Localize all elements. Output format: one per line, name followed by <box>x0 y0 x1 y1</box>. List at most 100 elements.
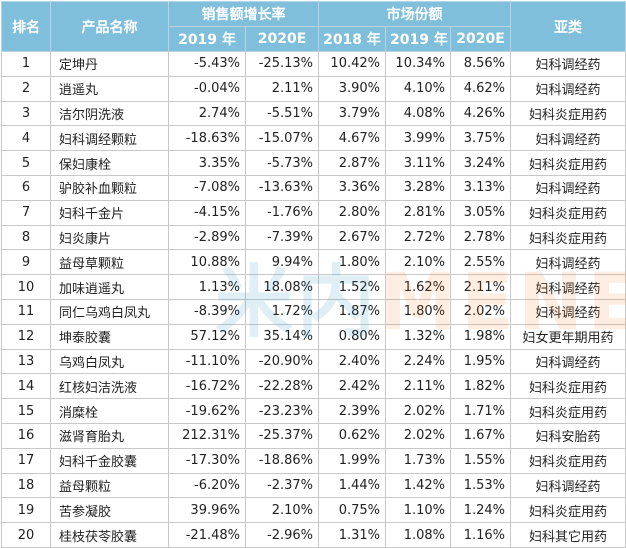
cell-share-2019: 4.10% <box>385 75 451 102</box>
cell-growth-2020e: 1.72% <box>245 298 319 325</box>
cell-share-2020e: 3.13% <box>449 174 512 201</box>
header-share-2018: 2018 年 <box>318 26 386 52</box>
cell-rank: 10 <box>1 274 51 300</box>
cell-growth-2019: 3.35% <box>168 150 246 176</box>
table-row: 17 妇科千金胶囊 -17.30% -18.86% 1.99% 1.73% 1.55% 妇科炎… <box>1 447 626 474</box>
cell-share-2018: 2.87% <box>318 150 386 176</box>
cell-growth-2020e: -5.73% <box>245 150 319 176</box>
table-row: 1 定坤丹 -5.43% -25.13% 10.42% 10.34% 8.56% 妇科调经药 <box>1 51 626 77</box>
cell-share-2020e: 2.55% <box>449 249 512 276</box>
header-share-group: 市场份额 <box>317 1 512 27</box>
cell-share-2019: 2.02% <box>385 422 451 449</box>
cell-growth-2020e: -7.39% <box>245 224 319 251</box>
cell-category: 妇科炎症用药 <box>510 100 626 127</box>
cell-share-2019: 2.72% <box>385 224 451 251</box>
cell-share-2019: 3.99% <box>385 125 451 152</box>
cell-rank: 4 <box>1 125 51 152</box>
cell-growth-2020e: 9.94% <box>245 249 319 276</box>
header-share-2020e: 2020E <box>449 26 512 52</box>
cell-growth-2019: -16.72% <box>168 373 246 400</box>
table-row: 20 桂枝茯苓胶囊 -21.48% -2.96% 1.31% 1.08% 1.16% 妇科其它… <box>1 522 626 548</box>
cell-category: 妇科调经药 <box>510 249 626 276</box>
cell-growth-2019: -4.15% <box>168 199 246 226</box>
cell-growth-2020e: -25.13% <box>245 51 319 77</box>
cell-growth-2019: -19.62% <box>168 398 246 424</box>
cell-share-2019: 2.02% <box>385 398 451 424</box>
table-row: 4 妇科调经颗粒 -18.63% -15.07% 4.67% 3.99% 3.75% 妇科调经… <box>1 125 626 152</box>
cell-growth-2020e: 2.10% <box>245 497 319 524</box>
cell-growth-2019: -8.39% <box>168 298 246 325</box>
cell-rank: 18 <box>1 472 51 499</box>
cell-category: 妇科调经药 <box>510 51 626 77</box>
cell-rank: 6 <box>1 174 51 201</box>
cell-category: 妇科调经药 <box>510 274 626 300</box>
cell-growth-2019: -0.04% <box>168 75 246 102</box>
cell-growth-2020e: -25.37% <box>245 422 319 449</box>
cell-share-2020e: 4.62% <box>449 75 512 102</box>
table-row: 8 妇炎康片 -2.89% -7.39% 2.67% 2.72% 2.78% 妇科炎症用药 <box>1 224 626 251</box>
cell-share-2018: 2.67% <box>318 224 386 251</box>
cell-growth-2019: -7.08% <box>168 174 246 201</box>
table-row: 12 坤泰胶囊 57.12% 35.14% 0.80% 1.32% 1.98% 妇女更年期用药 <box>1 323 626 350</box>
cell-share-2020e: 2.02% <box>449 298 512 325</box>
cell-category: 妇科炎症用药 <box>510 497 626 524</box>
cell-category: 妇科安胎药 <box>510 422 626 449</box>
cell-share-2020e: 1.71% <box>449 398 512 424</box>
cell-product-name: 益母草颗粒 <box>50 249 169 276</box>
cell-rank: 3 <box>1 100 51 127</box>
cell-share-2018: 3.79% <box>318 100 386 127</box>
table-row: 18 益母颗粒 -6.20% -2.37% 1.44% 1.42% 1.53% 妇科调经药 <box>1 472 626 499</box>
cell-share-2018: 1.99% <box>318 447 386 474</box>
table-row: 13 乌鸡白凤丸 -11.10% -20.90% 2.40% 2.24% 1.95% 妇科调经… <box>1 348 626 375</box>
table-row: 9 益母草颗粒 10.88% 9.94% 1.80% 2.10% 2.55% 妇科调经药 <box>1 249 626 276</box>
cell-growth-2020e: 35.14% <box>245 323 319 350</box>
cell-product-name: 桂枝茯苓胶囊 <box>50 522 169 548</box>
cell-product-name: 逍遥丸 <box>50 75 169 102</box>
header-growth-2020e: 2020E <box>245 26 319 52</box>
cell-share-2020e: 3.24% <box>449 150 512 176</box>
cell-share-2019: 1.73% <box>385 447 451 474</box>
header-growth-2019: 2019 年 <box>168 26 246 52</box>
cell-growth-2020e: -13.63% <box>245 174 319 201</box>
cell-share-2020e: 8.56% <box>449 51 512 77</box>
cell-product-name: 洁尔阴洗液 <box>50 100 169 127</box>
cell-growth-2019: 39.96% <box>168 497 246 524</box>
cell-growth-2019: 57.12% <box>168 323 246 350</box>
cell-rank: 16 <box>1 422 51 449</box>
cell-growth-2020e: -15.07% <box>245 125 319 152</box>
cell-category: 妇科炎症用药 <box>510 224 626 251</box>
table-row: 14 红核妇洁洗液 -16.72% -22.28% 2.42% 2.11% 1.82% 妇科炎… <box>1 373 626 400</box>
cell-category: 妇科炎症用药 <box>510 150 626 176</box>
cell-share-2020e: 4.26% <box>449 100 512 127</box>
cell-share-2019: 1.10% <box>385 497 451 524</box>
cell-growth-2019: -17.30% <box>168 447 246 474</box>
cell-growth-2019: -21.48% <box>168 522 246 548</box>
cell-growth-2019: -5.43% <box>168 51 246 77</box>
cell-product-name: 坤泰胶囊 <box>50 323 169 350</box>
cell-rank: 17 <box>1 447 51 474</box>
cell-rank: 19 <box>1 497 51 524</box>
cell-share-2018: 1.52% <box>318 274 386 300</box>
cell-product-name: 妇科千金胶囊 <box>50 447 169 474</box>
cell-share-2018: 0.62% <box>318 422 386 449</box>
cell-growth-2020e: 18.08% <box>245 274 319 300</box>
cell-share-2020e: 1.24% <box>449 497 512 524</box>
cell-share-2020e: 2.78% <box>449 224 512 251</box>
table-row: 3 洁尔阴洗液 2.74% -5.51% 3.79% 4.08% 4.26% 妇科炎症用药 <box>1 100 626 127</box>
cell-product-name: 保妇康栓 <box>50 150 169 176</box>
header-category: 亚类 <box>510 1 626 52</box>
cell-growth-2019: 2.74% <box>168 100 246 127</box>
cell-product-name: 同仁乌鸡白凤丸 <box>50 298 169 325</box>
cell-share-2019: 2.81% <box>385 199 451 226</box>
cell-product-name: 红核妇洁洗液 <box>50 373 169 400</box>
cell-share-2019: 2.11% <box>385 373 451 400</box>
cell-rank: 14 <box>1 373 51 400</box>
table-row: 19 苦参凝胶 39.96% 2.10% 0.75% 1.10% 1.24% 妇科炎症用药 <box>1 497 626 524</box>
cell-product-name: 妇科千金片 <box>50 199 169 226</box>
cell-share-2020e: 1.53% <box>449 472 512 499</box>
cell-share-2020e: 1.98% <box>449 323 512 350</box>
table-body: 1 定坤丹 -5.43% -25.13% 10.42% 10.34% 8.56% 妇科调经药 2… <box>1 51 626 548</box>
cell-share-2018: 2.42% <box>318 373 386 400</box>
cell-share-2018: 3.90% <box>318 75 386 102</box>
